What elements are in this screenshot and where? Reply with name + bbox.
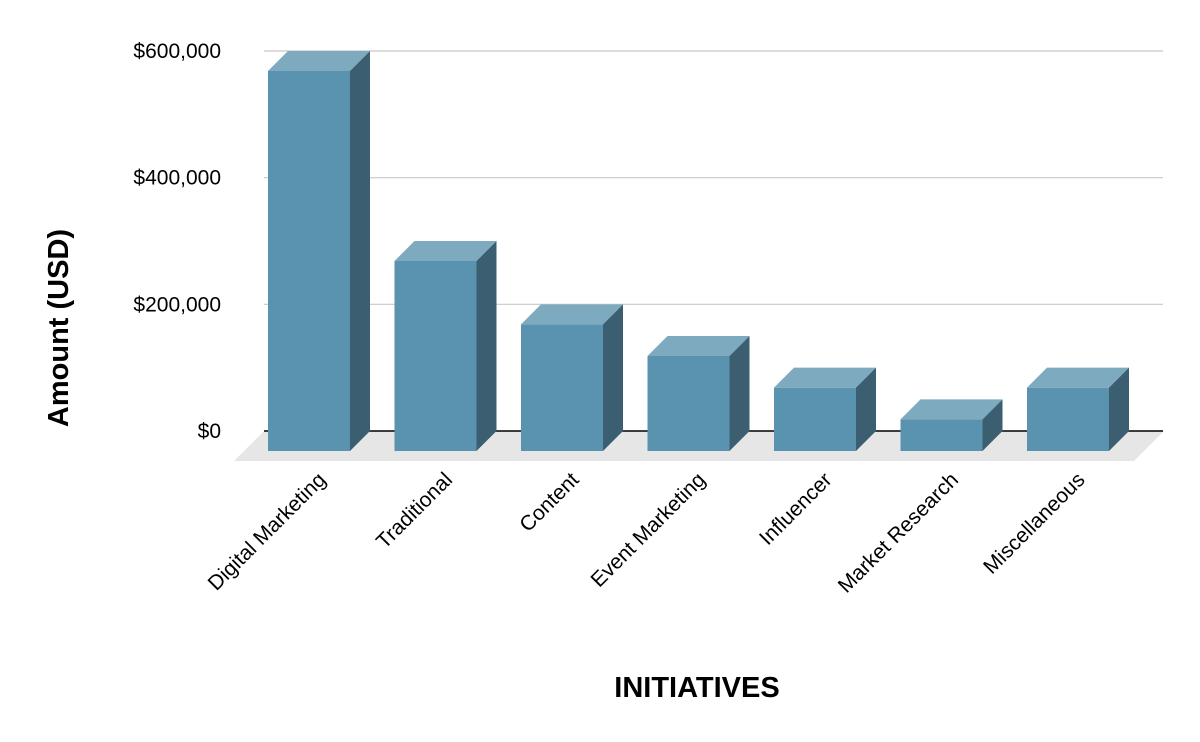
y-axis-ticks: $0 $200,000 $400,000 $600,000 [133,40,221,443]
x-tick-label: Content [515,468,583,536]
bar-top [394,241,497,261]
bar-front [268,71,350,451]
bar-front [774,387,856,451]
y-axis-title: Amount (USD) [43,229,75,427]
x-tick-label: Miscellaneous [979,468,1089,578]
y-tick-label: $400,000 [133,167,221,190]
bars [268,51,1129,451]
bar [394,241,497,451]
bar-side [350,51,370,451]
bar-front [900,419,983,451]
bar-top [1027,367,1129,388]
bar-top [268,51,370,71]
bar-top [647,336,750,356]
x-tick-label: Influencer [755,468,836,549]
bar-side [856,367,876,451]
bar [774,367,876,451]
bar-front [1027,387,1109,451]
bar-side [603,304,623,451]
bar-top [521,304,623,325]
bar [268,51,370,451]
bar-top [900,399,1003,420]
bar-front [647,356,730,451]
bar-side [476,241,497,451]
bar-side [982,399,1003,451]
bar-side [729,336,750,451]
y-tick-label: $200,000 [133,293,221,316]
bar [647,336,750,451]
x-tick-label: Traditional [372,468,457,553]
y-tick-label: $600,000 [133,40,221,63]
bar [1027,367,1129,451]
bar-front [394,261,477,451]
bar-front [521,324,603,451]
y-tick-label: $0 [198,420,221,443]
bar-top [774,367,876,388]
bar [521,304,623,451]
x-axis-ticks: Digital Marketing Traditional Content Event… [204,468,1090,597]
x-tick-label: Market Research [834,468,963,597]
x-tick-label: Event Marketing [586,468,710,592]
bar [900,399,1003,451]
bar-side [1109,367,1129,451]
x-tick-label: Digital Marketing [204,468,331,595]
x-axis-title: INITIATIVES [614,672,779,704]
